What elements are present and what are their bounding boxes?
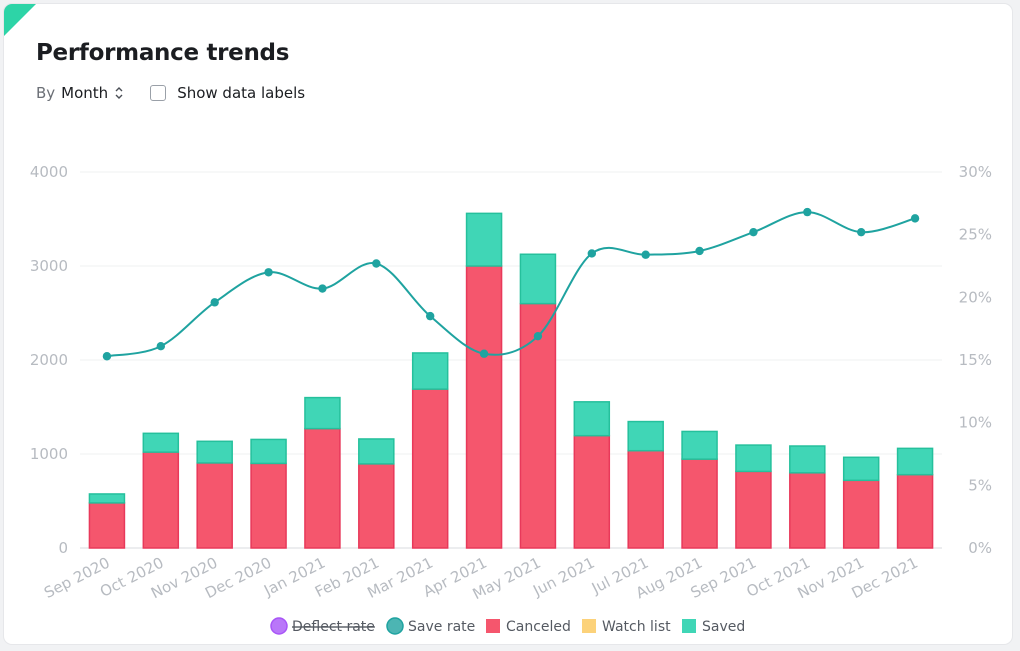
x-tick-label: Jun 2021 <box>529 554 597 601</box>
bar-saved <box>411 352 449 390</box>
save-rate-point <box>264 268 273 277</box>
bar-saved <box>789 445 826 474</box>
chart-controls: By Month Show data labels <box>36 83 305 103</box>
bar-canceled <box>573 434 611 549</box>
save-rate-point <box>102 352 112 361</box>
legend-marker <box>582 619 596 633</box>
legend-marker <box>270 617 288 635</box>
chevron-up-down-icon <box>115 87 123 99</box>
period-label: By <box>36 84 56 102</box>
bar-saved <box>88 493 126 504</box>
y-right-tick-label: 5% <box>968 476 992 494</box>
show-data-labels-label[interactable]: Show data labels <box>177 84 306 102</box>
save-rate-point <box>856 227 866 237</box>
legend-marker <box>386 617 404 635</box>
bar-canceled <box>250 462 287 549</box>
bar-canceled <box>304 427 341 549</box>
y-left-tick-label: 3000 <box>30 257 68 275</box>
bar-canceled <box>627 449 664 549</box>
y-right-tick-label: 0% <box>968 539 992 557</box>
bar-canceled <box>88 502 126 549</box>
save-rate-point <box>641 250 650 259</box>
y-left-tick-label: 1000 <box>30 445 68 463</box>
y-left-tick-label: 0 <box>58 539 68 557</box>
bar-saved <box>465 212 503 267</box>
bar-saved <box>681 430 718 460</box>
legend-label: Deflect rate <box>292 619 375 635</box>
save-rate-point <box>210 298 219 307</box>
save-rate-point <box>479 349 489 358</box>
bar-saved <box>896 447 934 476</box>
legend-marker <box>486 619 500 633</box>
y-right-tick-label: 15% <box>959 351 992 369</box>
period-select[interactable]: Month <box>61 84 124 102</box>
bar-canceled <box>842 479 880 549</box>
legend-marker <box>682 619 696 633</box>
bar-canceled <box>196 462 233 549</box>
y-right-tick-label: 20% <box>959 288 992 306</box>
period-value: Month <box>61 84 109 102</box>
save-rate-point <box>533 331 543 341</box>
save-rate-point <box>587 249 597 258</box>
y-right-tick-label: 30% <box>959 163 992 181</box>
bar-saved <box>250 438 287 465</box>
bar-saved <box>627 420 664 452</box>
y-left-tick-label: 2000 <box>30 351 68 369</box>
bar-saved <box>573 401 611 437</box>
legend-label: Watch list <box>602 619 671 635</box>
legend-label: Saved <box>702 619 745 635</box>
bar-canceled <box>142 451 180 549</box>
bar-canceled <box>681 458 718 549</box>
corner-accent <box>4 4 36 36</box>
save-rate-point <box>910 214 920 223</box>
bar-saved <box>735 444 772 473</box>
y-right-tick-label: 10% <box>959 414 992 432</box>
bar-canceled <box>358 463 395 549</box>
y-right-tick-label: 25% <box>959 226 992 244</box>
bar-saved <box>358 438 395 465</box>
page-title: Performance trends <box>36 40 290 66</box>
save-rate-point <box>156 342 166 351</box>
bar-canceled <box>411 388 449 549</box>
bar-canceled <box>896 473 934 549</box>
show-data-labels-checkbox[interactable] <box>150 85 167 101</box>
bar-saved <box>196 440 233 464</box>
bar-saved <box>519 253 557 305</box>
bar-canceled <box>465 265 503 549</box>
bar-canceled <box>789 472 826 549</box>
save-rate-point <box>695 246 704 256</box>
legend-label: Canceled <box>506 619 571 635</box>
save-rate-line <box>106 211 916 358</box>
save-rate-point <box>372 259 381 268</box>
bar-saved <box>142 432 180 453</box>
save-rate-point <box>318 284 327 293</box>
legend-label: Save rate <box>408 619 475 635</box>
save-rate-point <box>425 311 435 321</box>
save-rate-point <box>749 227 758 237</box>
y-left-tick-label: 4000 <box>30 163 68 181</box>
bar-canceled <box>735 470 772 549</box>
bar-saved <box>304 396 341 430</box>
bar-saved <box>842 456 880 482</box>
save-rate-point <box>803 207 812 217</box>
